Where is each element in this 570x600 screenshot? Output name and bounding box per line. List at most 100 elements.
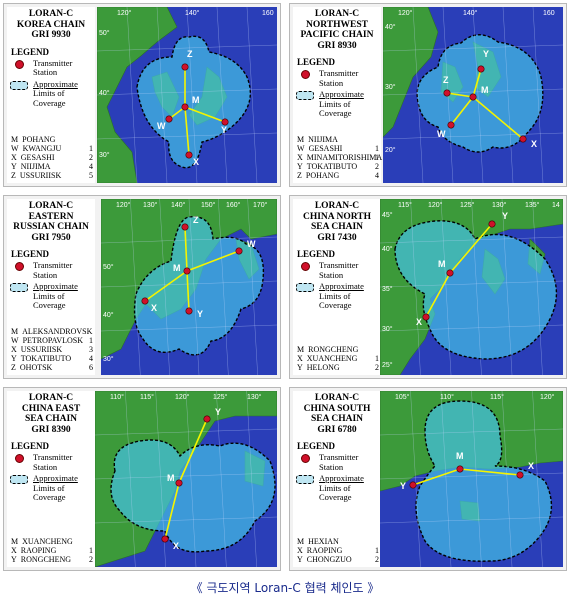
graticule-line bbox=[532, 7, 544, 183]
chain-title-line: GRI 8390 bbox=[31, 424, 71, 435]
baseline-line bbox=[184, 106, 190, 156]
longitude-label: 110° bbox=[440, 393, 454, 401]
longitude-label: 120° bbox=[398, 9, 413, 17]
baseline-line bbox=[178, 418, 208, 484]
longitude-label: 120° bbox=[428, 201, 443, 209]
station-number: 1 bbox=[89, 144, 93, 153]
station-row: X RAOPING 1 bbox=[11, 546, 93, 555]
legend-text: Approximate bbox=[319, 281, 364, 291]
station-label: X bbox=[151, 303, 157, 313]
longitude-label: 120° bbox=[116, 201, 131, 209]
legend-text: Station bbox=[319, 461, 344, 472]
longitude-label: 130° bbox=[143, 201, 158, 209]
graticule-line bbox=[130, 199, 141, 375]
legend-text: Transmitter bbox=[319, 260, 359, 270]
baseline-line bbox=[412, 468, 461, 486]
station-row: X XUANCHENG 1 bbox=[297, 354, 379, 363]
transmitter-icon bbox=[301, 454, 310, 463]
longitude-label: 140° bbox=[171, 201, 186, 209]
graticule-line bbox=[246, 391, 257, 567]
station-row: X RAOPING 1 bbox=[297, 546, 379, 555]
graticule-line bbox=[188, 199, 200, 375]
transmitter-icon bbox=[15, 59, 24, 69]
station-marker bbox=[469, 93, 477, 101]
graticule-line bbox=[383, 132, 563, 140]
coverage-map: M X Y 110° 115° 120° 125° 130° bbox=[95, 391, 277, 567]
graticule-line bbox=[95, 428, 277, 436]
station-list: M HEXIAN X RAOPING 1 Y CHONGZUO 2 bbox=[297, 537, 379, 564]
station-list: M POHANG W KWANGJU 1 X GESASHI 2 Y NIIJIMA 4 Z … bbox=[11, 135, 93, 180]
map-svg: M W X Y Z 120° 140° 160 50° 40° 30° bbox=[97, 7, 277, 183]
station-row: Y TOKATIBUTO 2 bbox=[297, 162, 379, 171]
baseline-line bbox=[450, 96, 474, 126]
station-marker bbox=[221, 118, 229, 126]
station-marker bbox=[203, 415, 211, 423]
station-row: Y CHONGZUO 2 bbox=[297, 555, 379, 564]
station-marker bbox=[165, 115, 173, 123]
station-code: M bbox=[11, 135, 19, 144]
longitude-label: 135° bbox=[525, 201, 540, 209]
station-name: ALEKSANDROVSK bbox=[22, 327, 93, 336]
longitude-label: 170° bbox=[253, 201, 268, 209]
longitude-label: 120° bbox=[540, 393, 555, 401]
station-name: PETROPAVLOSK bbox=[22, 336, 84, 345]
legend-box: LORAN-C NORTHWEST PACIFIC CHAIN GRI 8930 LEG… bbox=[293, 7, 382, 183]
station-code: M bbox=[297, 537, 305, 546]
legend-coverage: Approximate Limits of Coverage bbox=[7, 281, 95, 311]
station-name: RAOPING bbox=[20, 546, 57, 555]
legend-text: Transmitter bbox=[319, 68, 359, 78]
longitude-label: 140° bbox=[463, 9, 478, 17]
chart-panel: LORAN-C EASTERN RUSSIAN CHAIN GRI 7950 LEGEN… bbox=[3, 195, 281, 379]
legend-transmitter: Transmitter Station bbox=[7, 452, 95, 472]
station-name: XUANCHENG bbox=[306, 354, 358, 363]
graticule-line bbox=[101, 236, 277, 244]
station-list: M ALEKSANDROVSK W PETROPAVLOSK 1 X USSURIIS… bbox=[11, 327, 93, 372]
coverage-icon bbox=[296, 475, 314, 484]
latitude-label: 40° bbox=[385, 23, 396, 31]
chain-title-line: EASTERN bbox=[28, 211, 74, 222]
longitude-label: 130° bbox=[247, 393, 262, 401]
legend-title: LEGEND bbox=[11, 249, 50, 259]
station-code: Y bbox=[11, 555, 17, 564]
map-svg: M W X Y Z 120° 130° 140° 150° 160° 170° 50° 40° 30° bbox=[101, 199, 277, 375]
latitude-label: 40° bbox=[103, 311, 114, 319]
station-row: W KWANGJU 1 bbox=[11, 144, 93, 153]
chain-title-line: GRI 8930 bbox=[317, 40, 357, 51]
coverage-map: M W X Y Z 120° 140° 160 50° 40° 30° bbox=[97, 7, 277, 183]
station-label: Y bbox=[215, 407, 221, 417]
station-label: X bbox=[528, 461, 534, 471]
chain-title: LORAN-C EASTERN RUSSIAN CHAIN GRI 7950 bbox=[7, 201, 95, 243]
legend-title: LEGEND bbox=[297, 57, 336, 67]
station-marker bbox=[519, 135, 527, 143]
station-row: X USSURIISK 3 bbox=[11, 345, 93, 354]
legend-text: Station bbox=[319, 269, 344, 280]
station-row: X GESASHI 2 bbox=[11, 153, 93, 162]
station-code: W bbox=[11, 336, 19, 345]
station-code: X bbox=[297, 153, 303, 162]
legend-transmitter: Transmitter Station bbox=[293, 260, 381, 280]
station-row: W PETROPAVLOSK 1 bbox=[11, 336, 93, 345]
legend-text: Limits of bbox=[319, 98, 351, 109]
station-name: NIIJIMA bbox=[308, 135, 338, 144]
station-marker bbox=[477, 65, 485, 73]
station-number: 2 bbox=[375, 555, 379, 564]
legend-coverage: Approximate Limits of Coverage bbox=[7, 79, 95, 109]
station-label: M bbox=[481, 85, 489, 95]
graticule-line bbox=[532, 391, 543, 567]
station-code: M bbox=[297, 345, 305, 354]
station-list: M XUANCHENG X RAOPING 1 Y RONGCHENG 2 bbox=[11, 537, 93, 564]
chain-title: LORAN-C KOREA CHAIN GRI 9930 bbox=[7, 9, 95, 41]
legend-text: Coverage bbox=[33, 492, 66, 502]
legend-title: LEGEND bbox=[297, 441, 336, 451]
longitude-label: 115° bbox=[398, 201, 412, 209]
station-code: Y bbox=[11, 162, 17, 171]
legend-text: Limits of bbox=[33, 88, 65, 98]
figure-caption: 《 극도지역 Loran-C 협력 체인도 》 bbox=[190, 581, 380, 595]
station-row: M XUANCHENG bbox=[11, 537, 93, 546]
legend-coverage: Approximate Limits of Coverage bbox=[293, 89, 381, 119]
station-marker bbox=[185, 151, 193, 159]
station-label: Y bbox=[502, 211, 508, 221]
longitude-label: 120° bbox=[117, 9, 132, 17]
graticule-line bbox=[95, 472, 277, 480]
station-name: NIIJIMA bbox=[20, 162, 51, 171]
